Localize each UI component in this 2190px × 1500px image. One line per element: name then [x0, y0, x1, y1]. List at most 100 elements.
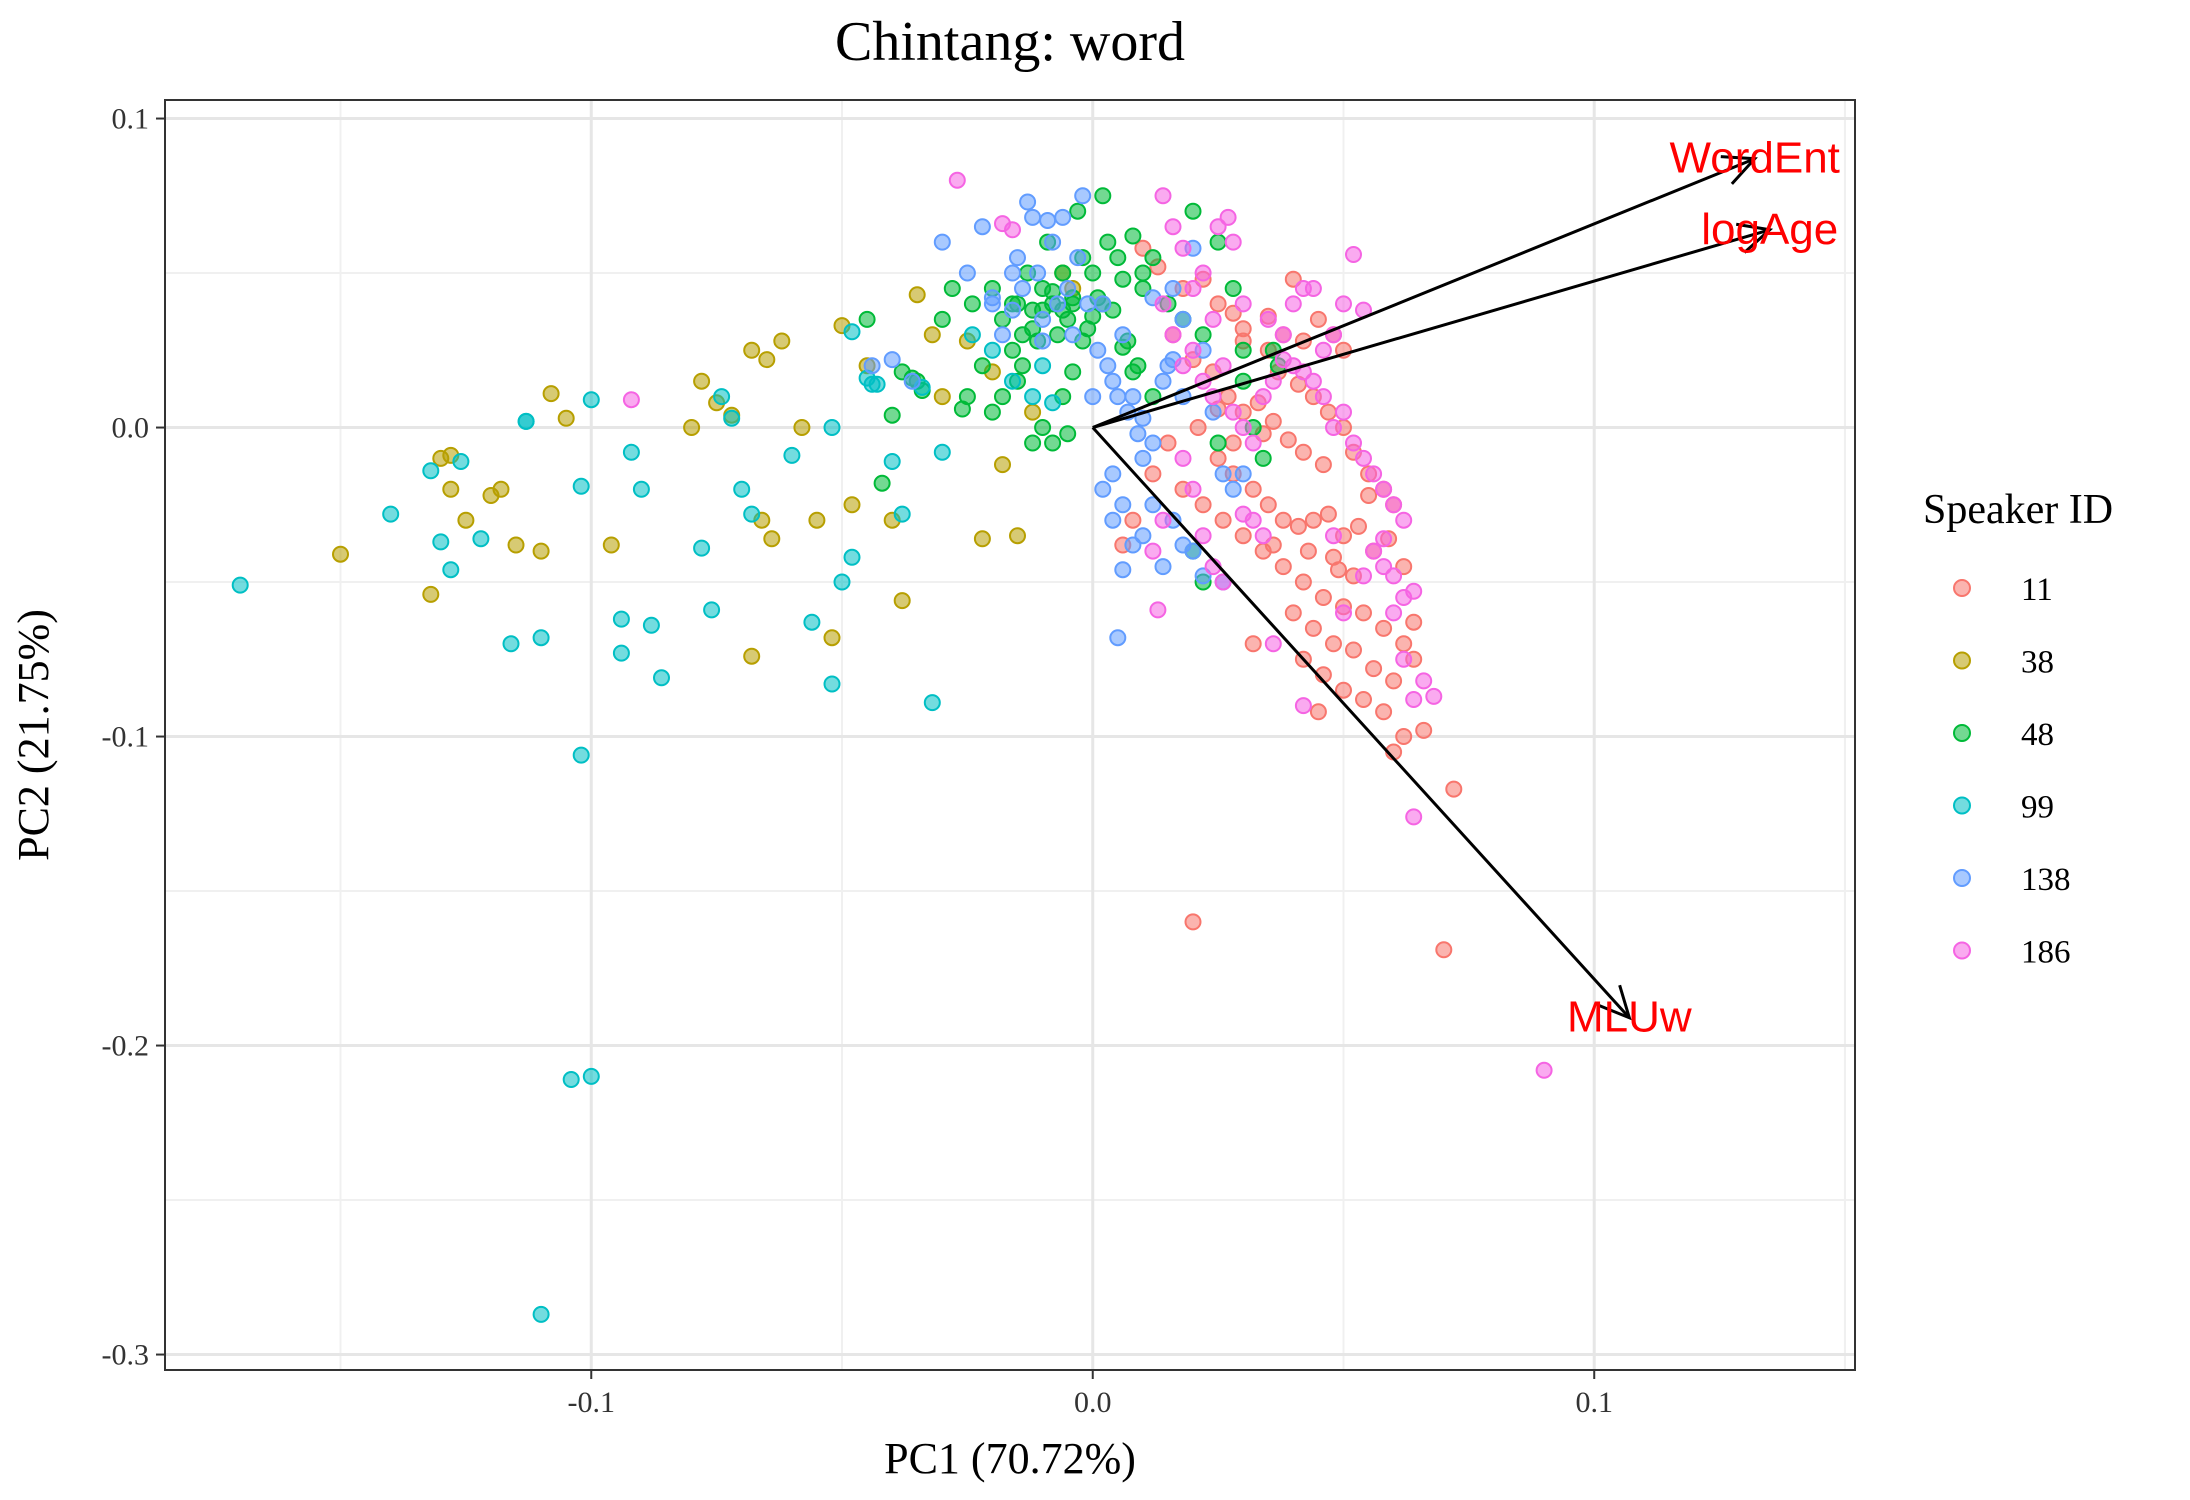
data-point	[1299, 542, 1317, 560]
plot-panel	[165, 100, 1855, 1370]
data-point	[1094, 187, 1112, 205]
data-point	[1064, 363, 1082, 381]
data-point	[422, 462, 440, 480]
data-point	[933, 233, 951, 251]
x-tick-label: 0.1	[1575, 1386, 1613, 1419]
data-point	[1134, 264, 1152, 282]
data-point	[1425, 687, 1443, 705]
data-point	[1254, 388, 1272, 406]
data-point	[1054, 208, 1072, 226]
legend-label: 38	[2021, 645, 2054, 681]
legend-item-11: 11	[1953, 572, 2053, 608]
data-point	[683, 419, 701, 436]
legend-key	[1953, 651, 1971, 670]
data-point	[1224, 280, 1242, 297]
data-point	[1144, 465, 1162, 483]
loading-arrow-head	[1597, 984, 1632, 1021]
data-point	[1009, 249, 1026, 267]
data-point	[1094, 295, 1112, 313]
data-point	[1159, 434, 1177, 452]
data-point	[582, 391, 600, 409]
data-point	[1209, 449, 1227, 467]
data-point	[1004, 264, 1021, 282]
data-point	[1304, 372, 1322, 390]
data-point	[1314, 589, 1332, 606]
data-point	[1244, 635, 1262, 653]
y-axis-title: PC2 (21.75%)	[9, 609, 58, 861]
data-point	[723, 409, 741, 427]
legend: Speaker ID 11 38 48 99 138 186	[1923, 487, 2113, 971]
data-point	[1244, 434, 1262, 452]
data-point	[743, 341, 761, 359]
data-point	[612, 610, 630, 628]
data-point	[1134, 449, 1152, 467]
data-point	[602, 536, 620, 554]
data-point	[1375, 703, 1393, 721]
data-point	[1219, 208, 1237, 226]
data-point	[1264, 635, 1282, 653]
legend-label: 138	[2021, 862, 2071, 898]
data-point	[1104, 511, 1122, 529]
data-point	[1214, 573, 1232, 591]
data-point	[1385, 567, 1403, 585]
loading-arrow-line	[1091, 426, 1631, 1019]
data-point	[492, 480, 510, 498]
data-point	[1224, 434, 1242, 452]
data-point	[1345, 641, 1362, 659]
data-point	[1049, 326, 1067, 344]
data-point	[883, 453, 901, 470]
legend-key	[1953, 724, 1971, 742]
chart-title: Chintang: word	[835, 11, 1185, 73]
data-point	[422, 585, 440, 603]
data-points	[231, 171, 1553, 1323]
data-point	[1124, 363, 1142, 381]
data-point	[743, 647, 761, 665]
plot-border	[164, 99, 1856, 1371]
data-point	[432, 533, 450, 551]
data-point	[863, 375, 881, 393]
data-point	[994, 388, 1011, 406]
data-point	[1244, 480, 1262, 498]
legend-item-99: 99	[1953, 790, 2054, 826]
data-point	[1194, 527, 1212, 545]
series-99	[231, 323, 1062, 1323]
y-tick-label: -0.1	[102, 721, 150, 754]
data-point	[1104, 465, 1122, 483]
data-point	[1124, 227, 1142, 245]
data-point	[1289, 517, 1307, 535]
data-point	[883, 406, 901, 424]
y-tick-label: -0.3	[102, 1339, 150, 1372]
data-point	[1034, 419, 1052, 436]
data-point	[1224, 233, 1242, 251]
data-point	[1279, 431, 1297, 449]
y-tick-label: -0.2	[102, 1030, 150, 1063]
series-138	[863, 187, 1252, 647]
data-point	[1144, 434, 1162, 452]
data-point	[1034, 332, 1052, 350]
axis-ticks: -0.1 0.0 0.1 0.1 0.0 -0.1 -0.2 -0.3	[102, 103, 1613, 1419]
data-point	[893, 592, 911, 610]
data-point	[908, 286, 926, 304]
data-point	[973, 357, 991, 375]
data-point	[983, 403, 1001, 421]
legend-item-138: 138	[1953, 862, 2071, 898]
data-point	[1355, 567, 1372, 585]
legend-key	[1953, 869, 1971, 887]
data-point	[1234, 527, 1252, 545]
data-point	[1144, 496, 1162, 514]
data-point	[582, 1067, 600, 1085]
data-point	[1375, 530, 1393, 548]
data-point	[1109, 388, 1127, 406]
data-point	[1044, 434, 1062, 452]
data-point	[1214, 511, 1232, 529]
x-axis-title: PC1 (70.72%)	[884, 1434, 1136, 1483]
data-point	[823, 629, 841, 647]
data-point	[1124, 511, 1142, 529]
data-point	[1059, 425, 1077, 443]
data-point	[1009, 527, 1026, 545]
data-point	[653, 669, 670, 687]
data-point	[1194, 496, 1212, 514]
data-point	[532, 542, 550, 560]
data-point	[763, 530, 781, 548]
